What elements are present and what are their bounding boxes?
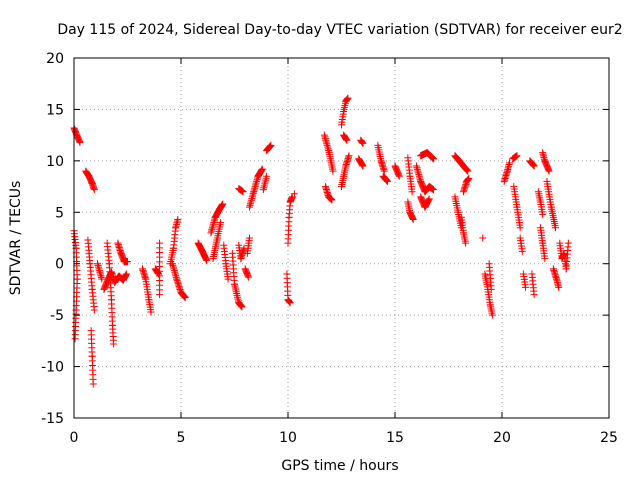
data-point [290, 190, 298, 198]
data-point [90, 306, 98, 314]
data-point [267, 141, 275, 149]
data-point [465, 174, 473, 182]
data-point [90, 186, 98, 194]
y-tick-label: 0 [55, 257, 64, 273]
data-point [530, 162, 538, 170]
y-axis-label: SDTVAR / TECUs [8, 181, 24, 296]
data-point [464, 167, 472, 175]
data-point [359, 139, 367, 147]
grid-lines [74, 58, 609, 418]
data-point [430, 155, 438, 163]
data-point [384, 177, 392, 185]
data-point [343, 96, 351, 104]
y-tick-label: 5 [55, 205, 64, 221]
y-tick-label: -15 [41, 411, 64, 427]
data-point [156, 239, 164, 247]
data-point [263, 172, 271, 180]
data-point [522, 283, 530, 291]
data-point [98, 275, 106, 283]
data-point [358, 139, 366, 147]
y-tick-label: -5 [50, 308, 64, 324]
data-point [555, 283, 563, 291]
y-tick-label: 20 [46, 51, 64, 67]
data-point [539, 210, 547, 218]
data-point [518, 247, 526, 255]
data-point [545, 167, 553, 175]
data-point [329, 167, 337, 175]
data-point [530, 291, 538, 299]
data-point [464, 176, 472, 184]
y-tick-label: 10 [46, 154, 64, 170]
data-point [147, 308, 155, 316]
data-point [488, 311, 496, 319]
data-point [286, 299, 294, 307]
data-points [70, 94, 572, 388]
data-point [286, 298, 294, 306]
data-point [513, 152, 521, 160]
data-point [217, 219, 225, 227]
x-axis-label: GPS time / hours [281, 458, 398, 474]
data-point [344, 94, 352, 102]
x-tick-label: 5 [177, 430, 186, 446]
data-point [409, 215, 417, 223]
data-point [238, 303, 246, 311]
data-point [395, 172, 403, 180]
data-point [408, 188, 416, 196]
data-point [552, 224, 559, 232]
data-point [219, 200, 227, 208]
data-point [462, 239, 470, 247]
data-point [258, 165, 266, 173]
data-point [343, 136, 351, 144]
data-point [244, 273, 252, 281]
data-point [430, 186, 438, 194]
data-point [564, 239, 572, 247]
chart-title: Day 115 of 2024, Sidereal Day-to-day VTE… [57, 22, 622, 38]
data-point [181, 294, 189, 302]
x-tick-label: 25 [600, 430, 618, 446]
y-tick-label: -10 [41, 360, 64, 376]
data-point [224, 275, 232, 283]
data-point [285, 297, 293, 305]
data-point [345, 152, 353, 160]
data-point [203, 257, 211, 265]
x-tick-label: 10 [279, 430, 297, 446]
x-tick-label: 0 [70, 430, 79, 446]
data-point [239, 188, 247, 196]
axis-ticks [73, 57, 610, 419]
data-point [122, 270, 130, 278]
data-point [479, 234, 487, 242]
x-tick-label: 20 [493, 430, 511, 446]
plot-frame [73, 57, 610, 419]
x-tick-label: 15 [386, 430, 404, 446]
data-point [425, 195, 433, 203]
data-point [174, 215, 182, 223]
data-point [71, 335, 79, 343]
data-point [505, 159, 513, 167]
data-point [343, 95, 351, 103]
y-tick-label: 15 [46, 102, 64, 118]
data-point [541, 255, 549, 263]
data-point [359, 162, 367, 170]
data-point [464, 175, 472, 183]
data-point [245, 234, 253, 242]
data-point [380, 167, 388, 175]
data-point [516, 224, 524, 232]
data-point [89, 380, 97, 388]
tick-labels: 0 5 10 15 20 25 -15 -10 -5 0 5 10 15 20 [41, 51, 618, 446]
data-point [110, 340, 118, 348]
data-point [328, 196, 336, 204]
data-point [124, 258, 131, 266]
data-point [76, 138, 84, 146]
data-point [358, 138, 366, 146]
data-point [487, 285, 495, 293]
